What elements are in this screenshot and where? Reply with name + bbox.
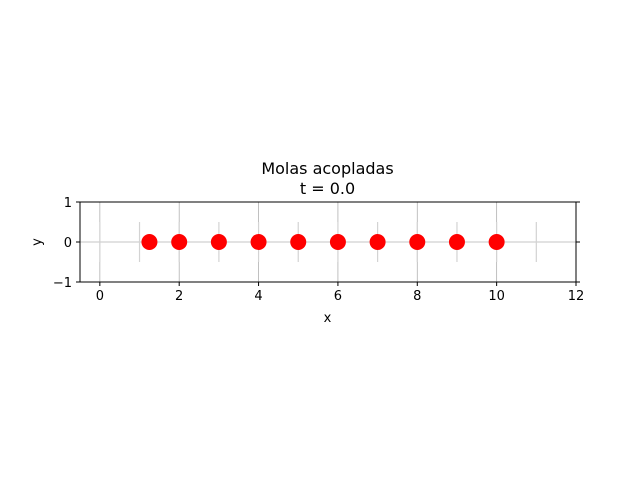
data-point [250,234,267,250]
x-tick-label: 4 [254,289,262,304]
y-tick-label: 0 [64,236,72,251]
x-tick-label: 8 [413,289,421,304]
y-tick-label: 1 [64,196,72,211]
data-point [141,234,158,250]
chart-title-line1: Molas acopladas [261,159,393,178]
data-point [171,234,188,250]
ticks: 0 2 4 6 8 10 12 −1 0 1 [53,196,584,304]
y-tick-label: −1 [53,276,72,291]
data-point [409,234,426,250]
x-axis-label: x [324,311,332,326]
data-points [141,234,505,250]
data-point [210,234,227,250]
data-point [329,234,346,250]
data-point [448,234,465,250]
x-tick-label: 10 [488,289,505,304]
x-tick-label: 0 [96,289,104,304]
y-axis-label: y [30,238,45,246]
x-tick-label: 2 [175,289,183,304]
data-point [488,234,505,250]
chart-title-line2: t = 0.0 [300,179,355,198]
x-tick-label: 12 [568,289,585,304]
data-point [369,234,386,250]
x-tick-label: 6 [334,289,342,304]
data-point [290,234,307,250]
